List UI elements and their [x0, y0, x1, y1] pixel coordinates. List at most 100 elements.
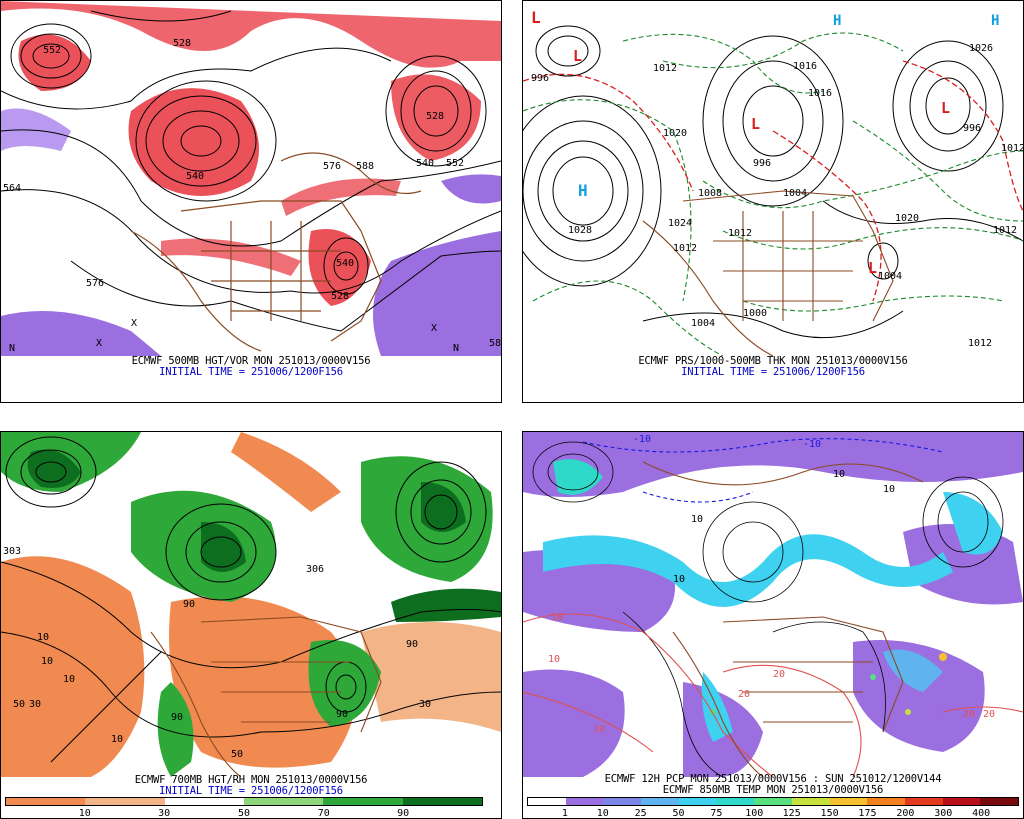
dry-area: [1, 556, 145, 777]
colorbar-swatch: [641, 798, 679, 805]
isobar-label: 1012: [993, 225, 1017, 236]
isobar-label: 1004: [783, 188, 807, 199]
moist-area: [421, 482, 466, 532]
coastlines: [642, 461, 924, 777]
contour-label: N: [9, 343, 15, 354]
colorbar-tick: 300: [934, 808, 953, 819]
colorbar-swatch: [867, 798, 905, 805]
isobar-label: 1016: [793, 61, 817, 72]
contour-label: 30: [29, 699, 41, 710]
colorbar-tick: 30: [158, 808, 171, 819]
rh-colorbar: [5, 797, 483, 806]
contour-label: X: [96, 338, 102, 349]
contour-label: 50: [13, 699, 25, 710]
contour-label: 90: [171, 712, 183, 723]
dry-area: [231, 432, 341, 512]
temperature-contours: [523, 613, 1023, 777]
isobar-label: 1024: [668, 218, 692, 229]
contour-label: 306: [306, 564, 324, 575]
high-marker: H: [833, 13, 841, 29]
dry-area: [169, 596, 356, 768]
panel-caption: ECMWF PRS/1000-500MB THK MON 251013/0000…: [638, 355, 908, 367]
colorbar-tick: 1: [561, 808, 568, 819]
panel-prs-thickness: L H H H L L L L 996 1028 1020 1004 996 1…: [522, 0, 1024, 403]
colorbar-tick: 175: [858, 808, 877, 819]
isobar-label: 996: [531, 73, 549, 84]
colorbar-tick: 50: [672, 808, 685, 819]
colorbar-tick: 70: [317, 808, 330, 819]
temp-label: 10: [551, 612, 563, 623]
heavy-precip-cell: [939, 653, 947, 661]
height-contours: [1, 10, 501, 332]
contour-label: 90: [183, 599, 195, 610]
contour-label: 588: [356, 161, 374, 172]
low-marker: L: [941, 99, 950, 117]
colorbar-swatch: [243, 798, 324, 805]
neg-vorticity-area: [1, 311, 161, 356]
contour-label: 528: [426, 111, 444, 122]
height-contours: [1, 436, 501, 763]
contour-label: 90: [406, 639, 418, 650]
low-marker: L: [573, 47, 582, 65]
colorbar-swatch: [829, 798, 868, 805]
colorbar-swatch: [85, 798, 165, 805]
colorbar-tick: 10: [78, 808, 91, 819]
contour-label: 10: [37, 632, 49, 643]
colorbar-swatch: [528, 798, 566, 805]
contour-label: 10: [63, 674, 75, 685]
contour-label: 540: [336, 258, 354, 269]
contour-label: 552: [446, 158, 464, 169]
colorbar-swatch: [6, 798, 86, 805]
neg-vorticity-area: [373, 231, 501, 356]
heavy-precip-cell: [905, 709, 911, 715]
pos-vorticity-area: [128, 88, 259, 196]
isobar-label: 1004: [878, 271, 902, 282]
temp-label: 20: [773, 669, 785, 680]
precip-area: [543, 534, 953, 607]
colorbar-tick: 90: [397, 808, 410, 819]
colorbar-tick: 25: [634, 808, 647, 819]
temp-label: 20: [738, 689, 750, 700]
isobar-label: 1026: [969, 43, 993, 54]
initial-time: INITIAL TIME = 251006/1200F156: [159, 366, 343, 378]
moist-area: [391, 588, 501, 622]
colorbar-swatch: [754, 798, 792, 805]
contour-label: 540: [186, 171, 204, 182]
pos-vorticity-area: [281, 178, 401, 216]
isobar-label: 1012: [1001, 143, 1023, 154]
precip-colorbar-ticks: 1 10 25 50 75 100 125 150 175 200 300 40…: [527, 808, 1019, 819]
temp-label: 10: [883, 484, 895, 495]
temp-label: 10: [548, 654, 560, 665]
low-marker: L: [751, 115, 760, 133]
colorbar-tick: 200: [896, 808, 915, 819]
isobar-label: 1016: [808, 88, 832, 99]
isobar-label: 1012: [673, 243, 697, 254]
temp-label: -10: [633, 434, 651, 445]
initial-time: INITIAL TIME = 251006/1200F156: [681, 366, 865, 378]
warm-thickness-contours: [523, 60, 1023, 302]
high-marker: H: [991, 13, 999, 29]
colorbar-swatch: [402, 798, 482, 805]
contour-label: 10: [111, 734, 123, 745]
precip-area: [523, 549, 675, 632]
colorbar-swatch: [942, 798, 981, 805]
isobar-label: 1028: [568, 225, 592, 236]
map-prs-thickness: L H H H L L L L 996 1028 1020 1004 996 1…: [523, 1, 1023, 356]
contour-label: 30: [419, 699, 431, 710]
rh-colorbar-ticks: 10 30 50 70 90: [5, 808, 483, 819]
isobar-label: 1000: [743, 308, 767, 319]
temp-label: 20: [963, 709, 975, 720]
colorbar-swatch: [791, 798, 830, 805]
isobar-label: 1012: [968, 338, 992, 349]
precip-area: [553, 459, 603, 495]
low-marker: L: [868, 259, 877, 277]
precip-area: [523, 669, 625, 777]
colorbar-tick: 10: [596, 808, 609, 819]
isobar-label: 1020: [663, 128, 687, 139]
coastlines: [130, 152, 422, 352]
colorbar-swatch: [716, 798, 755, 805]
moist-area: [27, 449, 82, 488]
isobar-label: 1004: [691, 318, 715, 329]
contour-label: N: [453, 343, 459, 354]
panel-caption-2: ECMWF 850MB TEMP MON 251013/0000V156: [662, 784, 884, 796]
